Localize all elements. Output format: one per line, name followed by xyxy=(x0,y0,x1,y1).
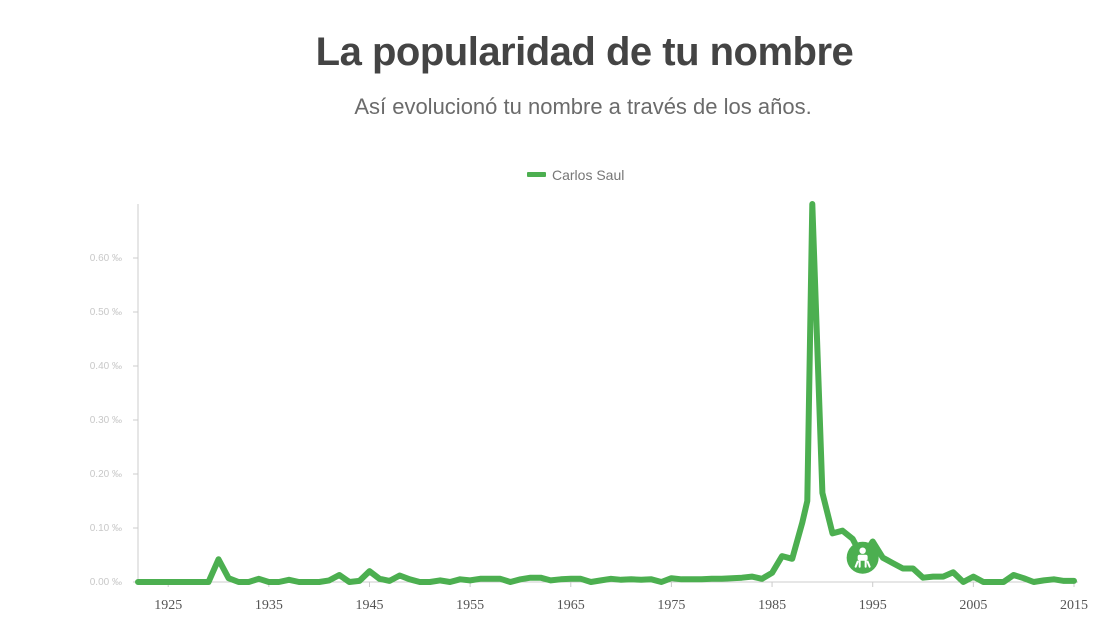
y-tick-label: 0.50 ‰ xyxy=(90,307,122,318)
x-tick-label: 1955 xyxy=(456,598,484,613)
x-tick-label: 1995 xyxy=(859,598,887,613)
x-tick-label: 2005 xyxy=(959,598,987,613)
x-tick-label: 1985 xyxy=(758,598,786,613)
y-tick-label: 0.40 ‰ xyxy=(90,361,122,372)
legend-label: Carlos Saul xyxy=(552,167,624,183)
x-tick-label: 1965 xyxy=(557,598,585,613)
legend-swatch xyxy=(527,172,546,177)
baby-icon xyxy=(854,547,871,568)
chart-legend[interactable]: Carlos Saul xyxy=(527,167,624,183)
y-axis-ticks: 0.00 ‰ 0.10 ‰ 0.20 ‰ 0.30 ‰ 0.40 ‰ 0.50 ‰ 0.60… xyxy=(90,253,138,588)
series-line-carlos-saul xyxy=(135,201,1077,585)
page-title: La popularidad de tu nombre xyxy=(315,30,854,74)
series-layer xyxy=(135,201,1077,585)
x-axis-ticks: 1925 1935 1945 1955 1965 1975 1985 1995 2005 2015 xyxy=(154,582,1088,613)
year-marker[interactable] xyxy=(846,541,879,574)
x-tick-label: 2015 xyxy=(1060,598,1088,613)
y-tick-label: 0.00 ‰ xyxy=(90,577,122,588)
x-tick-label: 1975 xyxy=(657,598,685,613)
y-tick-label: 0.20 ‰ xyxy=(90,469,122,480)
y-tick-label: 0.30 ‰ xyxy=(90,415,122,426)
x-tick-label: 1935 xyxy=(255,598,283,613)
y-tick-label: 0.10 ‰ xyxy=(90,523,122,534)
x-tick-label: 1945 xyxy=(355,598,383,613)
page-subtitle: Así evolucionó tu nombre a través de los… xyxy=(354,94,812,119)
y-tick-label: 0.60 ‰ xyxy=(90,253,122,264)
x-tick-label: 1925 xyxy=(154,598,182,613)
